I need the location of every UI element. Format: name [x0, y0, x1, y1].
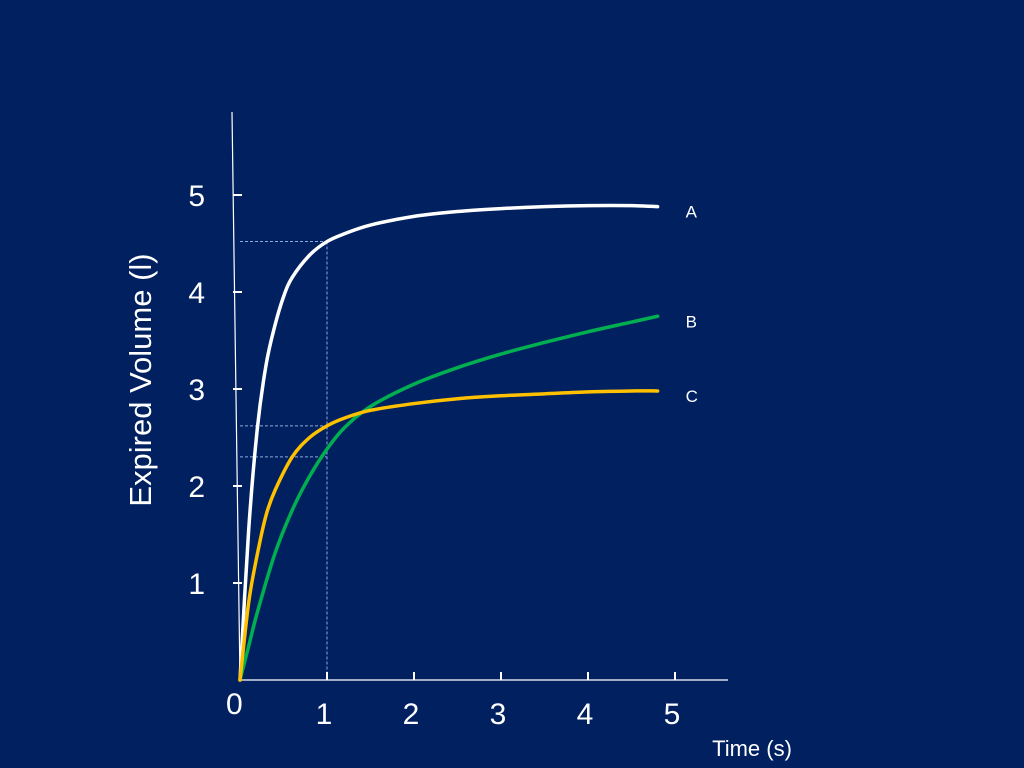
x-axis-title: Time (s)	[712, 736, 792, 761]
ticks: 1 2 3 4 5 1 2 3 4 5	[188, 180, 680, 731]
x-tick-label: 4	[577, 698, 594, 731]
series-label-b: B	[686, 312, 697, 331]
x-tick-label: 5	[664, 698, 681, 731]
y-tick-label: 5	[188, 180, 205, 213]
axes	[231, 111, 728, 681]
series-line-b	[238, 314, 660, 682]
series-lines	[238, 203, 660, 682]
series-line-a	[238, 203, 660, 682]
y-tick-label: 4	[188, 277, 205, 310]
series-label-c: C	[686, 387, 698, 406]
reference-lines	[240, 241, 328, 680]
y-axis-title: Expired Volume (l)	[123, 253, 158, 506]
x-tick-label: 1	[316, 698, 333, 731]
series-labels: A B C	[686, 203, 698, 406]
series-label-a: A	[686, 203, 698, 222]
x-tick-label: 3	[490, 698, 507, 731]
origin-label: 0	[226, 688, 243, 721]
series-line-c	[238, 389, 660, 682]
y-tick-label: 2	[188, 471, 205, 504]
y-tick-label: 1	[188, 568, 205, 601]
y-axis-line	[231, 111, 241, 681]
x-tick-label: 2	[403, 698, 420, 731]
y-tick-label: 3	[188, 374, 205, 407]
